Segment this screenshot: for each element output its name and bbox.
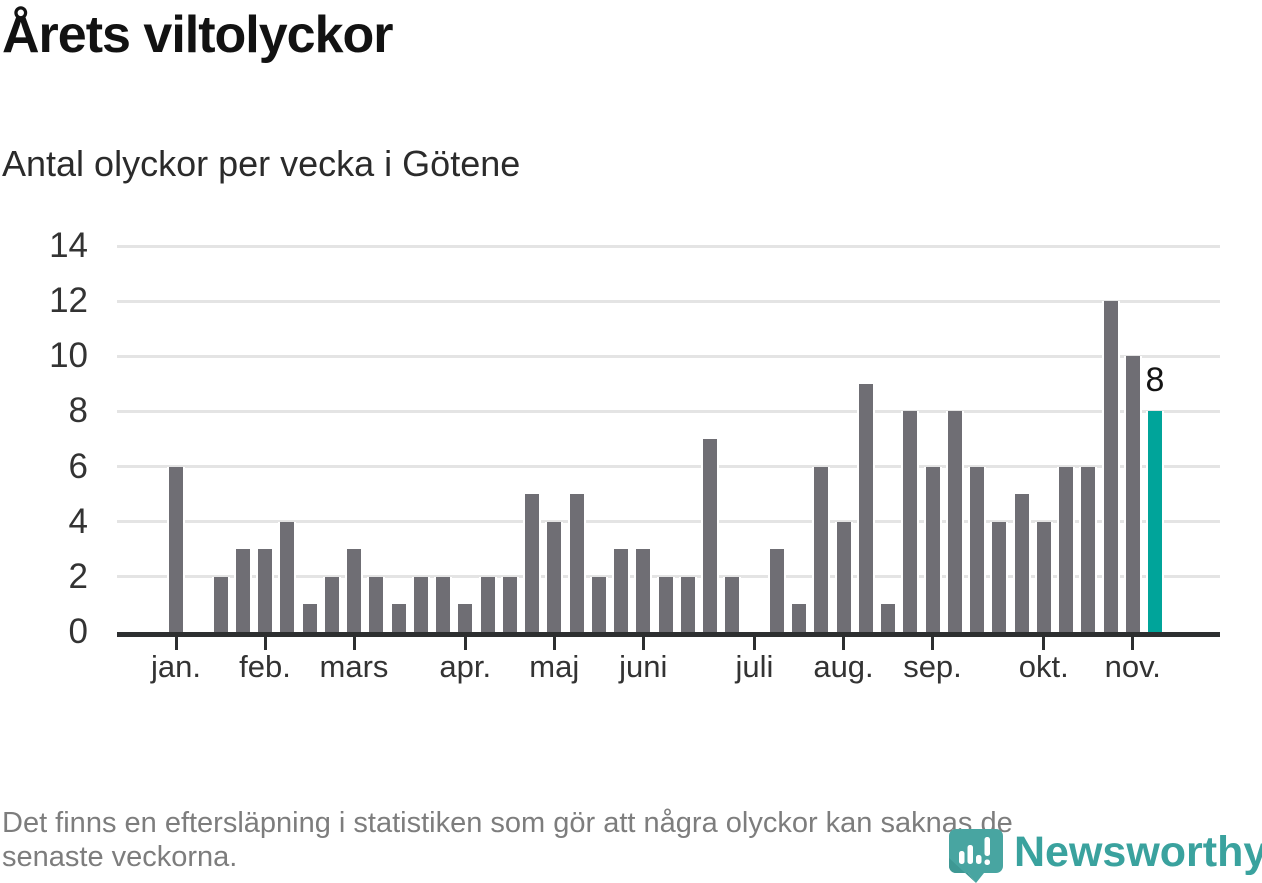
- bar-week-32: [856, 383, 875, 632]
- x-axis-tick-maj: [552, 637, 556, 650]
- gridline-10: [117, 354, 1220, 358]
- y-tick-label-12: 12: [49, 281, 88, 321]
- y-tick-label-6: 6: [68, 446, 88, 486]
- bar-week-11: [389, 604, 408, 632]
- bar-week-21: [612, 549, 630, 632]
- x-axis-tick-nov: [1131, 637, 1135, 650]
- x-axis-tick-sep: [931, 637, 934, 650]
- bar-week-28: [767, 549, 786, 632]
- x-axis-tick-aug: [842, 637, 845, 650]
- bar-week-23: [656, 576, 675, 632]
- gridline-14: [117, 244, 1220, 248]
- x-axis-label-maj: maj: [529, 649, 580, 684]
- x-axis-tick-juli: [753, 637, 756, 650]
- bar-week-7: [300, 604, 319, 632]
- bar-week-4: [233, 549, 252, 632]
- y-tick-label-8: 8: [68, 391, 88, 431]
- x-axis-label-juni: juni: [619, 649, 668, 684]
- bar-week-13: [434, 576, 452, 632]
- bar-week-41: [1057, 466, 1075, 632]
- x-axis-tick-juni: [641, 637, 645, 650]
- newsworthy-pin-icon: [949, 829, 1003, 883]
- y-tick-label-4: 4: [68, 501, 88, 541]
- footnote-line-2: senaste veckorna.: [2, 841, 238, 873]
- bar-week-20: [589, 576, 608, 632]
- bar-week-12: [411, 576, 430, 632]
- bar-week-42: [1079, 466, 1098, 632]
- bar-week-40: [1034, 521, 1053, 632]
- bar-week-14: [456, 604, 475, 632]
- bar-week-34: [901, 411, 920, 632]
- gridline-12: [117, 299, 1220, 303]
- y-tick-label-14: 14: [49, 226, 88, 265]
- x-axis-label-sep: sep.: [903, 649, 962, 684]
- x-axis-tick-apr: [463, 637, 467, 650]
- bar-week-8: [322, 576, 341, 632]
- bar-week-26: [723, 576, 742, 632]
- bar-week-3: [211, 576, 230, 632]
- bar-week-10: [367, 576, 386, 632]
- gridline-6: [117, 465, 1220, 469]
- bar-week-38: [990, 521, 1009, 632]
- bar-week-43: [1101, 301, 1120, 632]
- bar-week-19: [567, 494, 586, 632]
- bar-week-17: [523, 494, 541, 632]
- bar-week-22: [634, 549, 653, 632]
- bar-week-6: [278, 521, 297, 632]
- bar-week-44: [1123, 356, 1142, 632]
- footnote: Det finns en eftersläpning i statistiken…: [2, 806, 1013, 874]
- bar-week-16: [500, 576, 519, 632]
- x-axis-label-apr: apr.: [439, 649, 492, 684]
- bar-week-31: [834, 521, 853, 632]
- footnote-line-1: Det finns en eftersläpning i statistiken…: [2, 807, 1013, 839]
- x-axis-label-juli: juli: [735, 649, 774, 684]
- x-axis-label-feb: feb.: [239, 649, 291, 684]
- highlight-value-label: 8: [1145, 361, 1165, 400]
- x-axis-label-aug: aug.: [813, 649, 874, 684]
- bar-week-24: [678, 576, 697, 632]
- x-axis-tick-jan: [174, 637, 178, 650]
- x-axis-label-jan: jan.: [151, 649, 201, 684]
- x-axis-tick-mars: [352, 637, 356, 650]
- bar-week-39: [1012, 494, 1031, 632]
- chart-subtitle: Antal olyckor per vecka i Götene: [2, 143, 521, 184]
- bar-week-18: [545, 521, 564, 632]
- y-tick-label-0: 0: [68, 612, 88, 651]
- y-axis: 0 2 4 6 8 10 12 14: [0, 228, 88, 649]
- bar-week-5: [256, 549, 274, 632]
- bar-week-45: [1146, 411, 1164, 632]
- x-axis-label-okt: okt.: [1018, 649, 1069, 684]
- x-axis-tick-okt: [1042, 637, 1046, 650]
- bar-week-29: [790, 604, 808, 632]
- newsworthy-logo: Newsworthy: [946, 824, 1262, 883]
- bar-week-15: [478, 576, 497, 632]
- bar-week-30: [812, 466, 831, 632]
- bar-week-35: [923, 466, 942, 632]
- x-axis-tick-feb: [263, 637, 267, 650]
- x-axis-label-nov: nov.: [1104, 649, 1161, 684]
- x-axis-label-mars: mars: [319, 649, 389, 684]
- bar-week-37: [968, 466, 986, 632]
- bar-week-25: [701, 439, 719, 632]
- gridline-8: [117, 409, 1220, 413]
- gridline-4: [117, 520, 1220, 524]
- bar-week-9: [345, 549, 363, 632]
- page-title: Årets viltolyckor: [2, 6, 393, 64]
- newsworthy-wordmark: Newsworthy: [1014, 828, 1262, 876]
- bar-week-33: [879, 604, 897, 632]
- y-tick-label-2: 2: [68, 556, 88, 596]
- bar-week-1: [167, 466, 185, 632]
- y-tick-label-10: 10: [49, 336, 88, 376]
- bar-chart-plot-area: jan. feb. mars apr. maj juni juli aug. sep. okt. n…: [117, 244, 1220, 684]
- bar-week-36: [945, 411, 964, 632]
